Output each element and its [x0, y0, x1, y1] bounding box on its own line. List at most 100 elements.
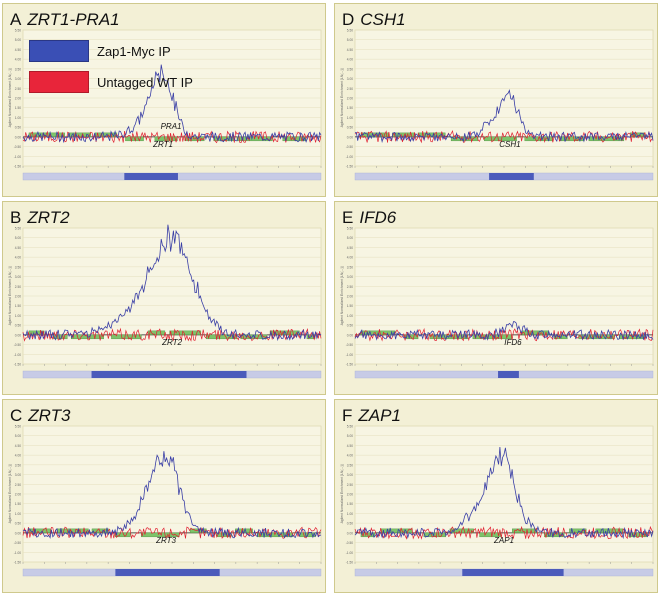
y-tick-label: -1.50 — [346, 561, 353, 565]
series-zap1-line — [22, 451, 322, 539]
y-tick-label: 4.00 — [15, 256, 21, 260]
legend: Zap1-Myc IP Untagged WT IP — [29, 40, 193, 102]
y-tick-label: 3.00 — [347, 77, 353, 81]
y-tick-label: 3.50 — [347, 67, 353, 71]
y-tick-label: 5.50 — [347, 29, 353, 33]
panel-b: -1.50 -1.00 -0.50 0.00 0.50 1.00 1.50 2.00 2.50 3… — [2, 201, 326, 395]
y-tick-label: -0.50 — [346, 145, 353, 149]
y-tick-label: -0.50 — [14, 145, 21, 149]
y-tick-label: -1.50 — [346, 363, 353, 367]
y-tick-label: 3.00 — [15, 77, 21, 81]
y-tick-label: 1.00 — [15, 116, 21, 120]
y-tick-label: -1.00 — [14, 155, 21, 159]
y-tick-label: 4.50 — [15, 246, 21, 250]
panel-gene-b: ZRT2 — [27, 208, 70, 227]
y-tick-label: 5.00 — [15, 236, 21, 240]
y-tick-label: 0.00 — [15, 333, 21, 337]
panel-letter-c: C — [10, 406, 23, 425]
y-tick-label: 5.00 — [347, 38, 353, 42]
series-untagged-line — [354, 129, 654, 144]
y-tick-label: 1.00 — [15, 314, 21, 318]
y-tick-label: 4.50 — [15, 444, 21, 448]
y-tick-label: 0.50 — [347, 126, 353, 130]
y-tick-label: 1.50 — [15, 304, 21, 308]
y-tick-label: -1.00 — [346, 353, 353, 357]
gene-annotation: ZAP1 — [493, 536, 514, 545]
y-tick-label: 0.00 — [347, 531, 353, 535]
y-axis-label: Agilent Normalized Enrichment [LN(...)] — [8, 465, 12, 524]
y-tick-label: 2.50 — [15, 483, 21, 487]
chart-e: -1.50 -1.00 -0.50 0.00 0.50 1.00 1.50 2.00 2.50 3… — [340, 227, 654, 379]
y-tick-label: 4.50 — [347, 48, 353, 52]
panel-gene-e: IFD6 — [359, 208, 397, 227]
panel-gene-f: ZAP1 — [358, 406, 401, 425]
y-tick-label: 2.00 — [15, 493, 21, 497]
panel-a: -1.50 -1.00 -0.50 0.00 0.50 1.00 1.50 2.00 2.50 3… — [2, 3, 326, 197]
y-tick-label: 4.00 — [15, 454, 21, 458]
y-tick-label: 4.50 — [347, 444, 353, 448]
series-zap1-line — [354, 446, 654, 540]
y-tick-label: 5.50 — [347, 425, 353, 429]
gene-block — [628, 532, 648, 538]
panel-e: -1.50 -1.00 -0.50 0.00 0.50 1.00 1.50 2.00 2.50 3… — [334, 201, 658, 395]
y-tick-label: 3.00 — [15, 473, 21, 477]
series-zap1-line — [22, 224, 322, 342]
y-tick-label: 4.00 — [347, 256, 353, 260]
y-tick-label: -0.50 — [346, 343, 353, 347]
panel-letter-f: F — [342, 406, 353, 425]
y-tick-label: 3.50 — [15, 67, 21, 71]
panel-gene-c: ZRT3 — [28, 406, 71, 425]
y-tick-label: 2.00 — [15, 97, 21, 101]
y-tick-label: 1.00 — [347, 512, 353, 516]
y-tick-label: -1.00 — [346, 155, 353, 159]
y-tick-label: -1.50 — [346, 165, 353, 169]
y-tick-label: 0.00 — [15, 531, 21, 535]
y-tick-label: -1.00 — [346, 551, 353, 555]
y-axis-label: Agilent Normalized Enrichment [LN(...)] — [8, 267, 12, 326]
panel-title-a: A ZRT1-PRA1 — [10, 10, 120, 30]
chart-f: -1.50 -1.00 -0.50 0.00 0.50 1.00 1.50 2.00 2.50 3… — [340, 425, 654, 577]
y-tick-label: 2.50 — [347, 87, 353, 91]
y-tick-label: 4.00 — [15, 58, 21, 62]
legend-entry-untagged: Untagged WT IP — [29, 71, 193, 93]
panel-letter-a: A — [10, 10, 22, 29]
panel-title-e: E IFD6 — [342, 208, 396, 228]
panel-title-f: F ZAP1 — [342, 406, 401, 426]
y-tick-label: 1.00 — [347, 314, 353, 318]
panel-f: -1.50 -1.00 -0.50 0.00 0.50 1.00 1.50 2.00 2.50 3… — [334, 399, 658, 593]
y-tick-label: 2.50 — [15, 87, 21, 91]
y-tick-label: 2.50 — [15, 285, 21, 289]
gene-annotation: IFD6 — [504, 338, 522, 347]
y-tick-label: -1.00 — [14, 353, 21, 357]
panel-d: -1.50 -1.00 -0.50 0.00 0.50 1.00 1.50 2.00 2.50 3… — [334, 3, 658, 197]
gene-annotation: ZRT3 — [155, 536, 176, 545]
series-zap1-line — [22, 64, 322, 144]
panel-gene-d: CSH1 — [360, 10, 406, 29]
y-axis-label: Agilent Normalized Enrichment [LN(...)] — [8, 69, 12, 128]
y-tick-label: 3.50 — [347, 265, 353, 269]
y-tick-label: 2.00 — [347, 493, 353, 497]
y-axis-label: Agilent Normalized Enrichment [LN(...)] — [340, 465, 344, 524]
series-zap1-line — [354, 89, 654, 144]
y-tick-label: 5.00 — [347, 434, 353, 438]
legend-label-untagged: Untagged WT IP — [97, 74, 193, 90]
y-tick-label: 5.00 — [15, 434, 21, 438]
y-tick-label: -0.50 — [14, 541, 21, 545]
y-tick-label: 0.50 — [347, 522, 353, 526]
y-tick-label: 3.00 — [15, 275, 21, 279]
y-tick-label: 1.00 — [15, 512, 21, 516]
y-tick-label: 2.50 — [347, 483, 353, 487]
track-highlight — [498, 371, 519, 378]
chart-c: -1.50 -1.00 -0.50 0.00 0.50 1.00 1.50 2.00 2.50 3… — [8, 425, 322, 577]
y-tick-label: 5.00 — [347, 236, 353, 240]
panel-title-d: D CSH1 — [342, 10, 406, 30]
y-tick-label: 1.50 — [347, 106, 353, 110]
y-tick-label: 1.50 — [347, 304, 353, 308]
legend-label-zap1: Zap1-Myc IP — [97, 43, 171, 59]
track-highlight — [115, 569, 220, 576]
y-tick-label: 4.50 — [15, 48, 21, 52]
gene-annotation: PRA1 — [161, 122, 182, 131]
gene-annotation: CSH1 — [499, 140, 520, 149]
y-tick-label: -1.50 — [14, 561, 21, 565]
y-tick-label: 5.50 — [15, 29, 21, 33]
